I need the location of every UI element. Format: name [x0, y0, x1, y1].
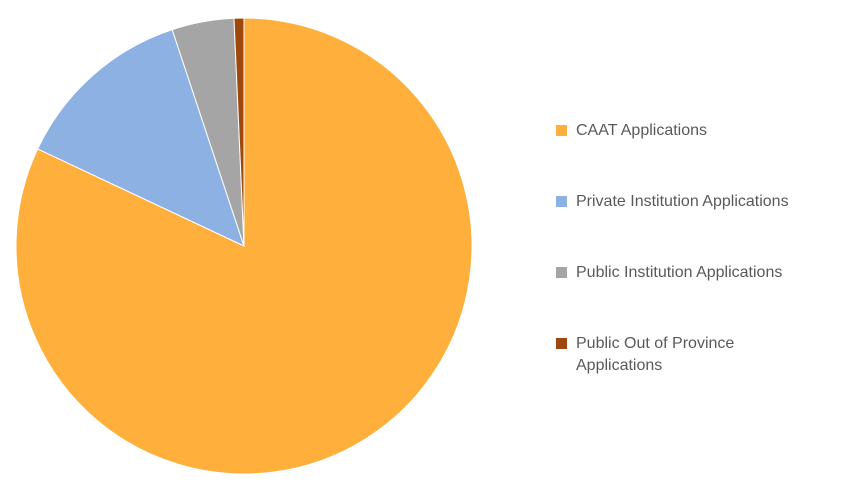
legend-label: Public Institution Applications	[576, 264, 783, 281]
pie-slice	[15, 17, 473, 475]
legend-swatch	[556, 267, 567, 278]
legend: CAAT Applications Private Institution App…	[556, 120, 789, 404]
legend-item: CAAT Applications	[556, 120, 789, 191]
legend-swatch	[556, 196, 567, 207]
pie-slice	[37, 28, 245, 247]
pie-slice	[233, 17, 245, 247]
legend-item: Public Institution Applications	[556, 262, 789, 333]
legend-label: CAAT Applications	[576, 122, 708, 139]
legend-swatch	[556, 125, 567, 136]
legend-swatch	[556, 338, 567, 349]
legend-item: Private Institution Applications	[556, 191, 789, 262]
legend-label: Public Out of Province Applications	[576, 335, 735, 374]
legend-label: Private Institution Applications	[576, 193, 789, 210]
legend-item: Public Out of Province Applications	[556, 333, 789, 404]
